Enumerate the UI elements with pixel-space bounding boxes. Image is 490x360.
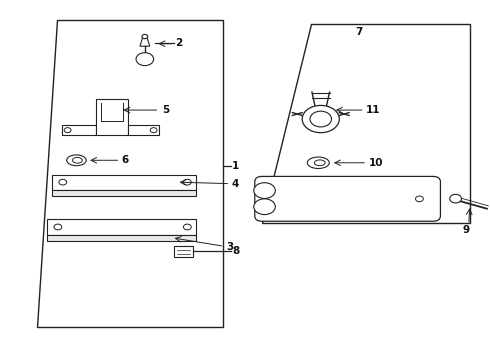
Circle shape: [183, 224, 191, 230]
Text: 11: 11: [366, 105, 381, 115]
Ellipse shape: [73, 157, 82, 163]
Text: 7: 7: [355, 27, 362, 37]
Circle shape: [302, 105, 339, 133]
Text: 3: 3: [226, 242, 234, 252]
Polygon shape: [140, 39, 150, 46]
Polygon shape: [52, 190, 196, 196]
Circle shape: [416, 196, 423, 202]
Text: 2: 2: [175, 39, 182, 48]
Polygon shape: [52, 175, 196, 190]
Ellipse shape: [307, 157, 329, 168]
Text: 10: 10: [368, 158, 383, 168]
Circle shape: [150, 128, 157, 133]
Text: 4: 4: [231, 179, 239, 189]
Circle shape: [142, 35, 148, 39]
Ellipse shape: [67, 155, 86, 166]
FancyBboxPatch shape: [255, 176, 441, 221]
Text: 6: 6: [122, 155, 129, 165]
Polygon shape: [96, 99, 128, 135]
Text: 1: 1: [232, 161, 240, 171]
Circle shape: [310, 111, 331, 127]
Ellipse shape: [315, 160, 325, 166]
Circle shape: [254, 183, 275, 198]
Circle shape: [59, 179, 67, 185]
Polygon shape: [62, 125, 96, 135]
Polygon shape: [262, 24, 470, 223]
Polygon shape: [174, 246, 193, 257]
Text: 8: 8: [232, 246, 240, 256]
Circle shape: [183, 179, 191, 185]
Circle shape: [136, 53, 154, 66]
Circle shape: [254, 199, 275, 215]
Text: 9: 9: [463, 225, 469, 235]
Circle shape: [64, 128, 71, 133]
Polygon shape: [47, 220, 196, 234]
Circle shape: [54, 224, 62, 230]
Text: 5: 5: [162, 105, 169, 115]
Polygon shape: [47, 234, 196, 241]
Circle shape: [450, 194, 462, 203]
Polygon shape: [128, 125, 159, 135]
Polygon shape: [37, 21, 223, 327]
